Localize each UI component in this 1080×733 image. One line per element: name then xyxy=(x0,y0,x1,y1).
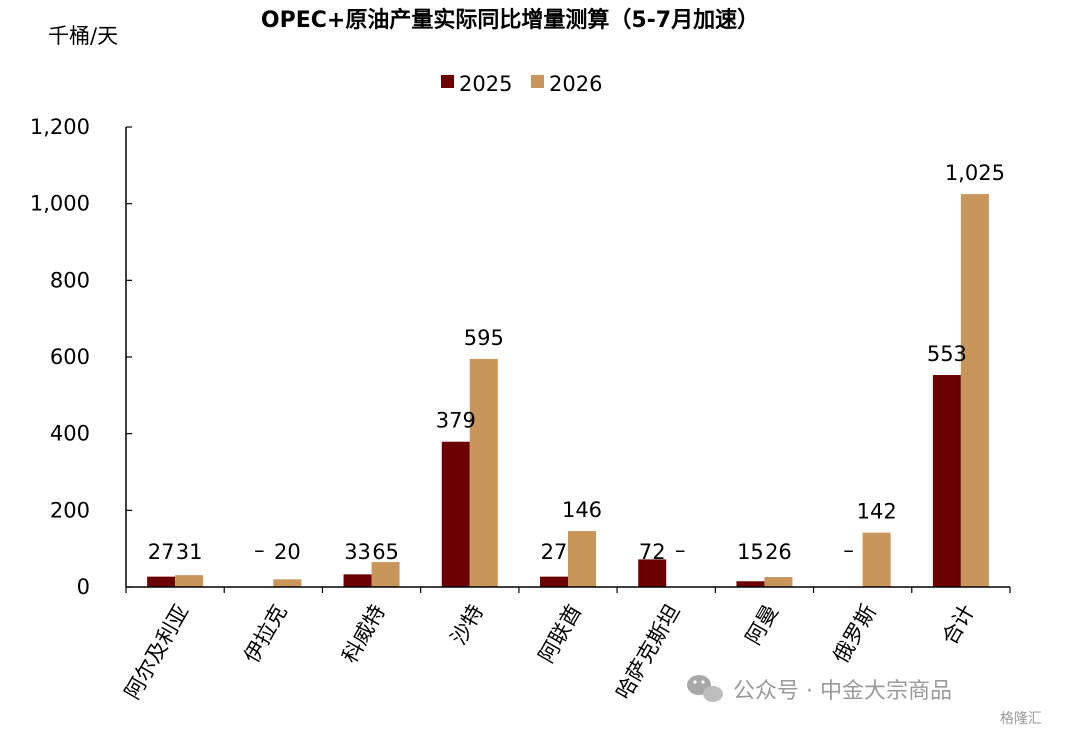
bar-2026 xyxy=(273,579,302,587)
bar-2025 xyxy=(932,375,961,587)
bar-2026 xyxy=(175,575,204,587)
y-axis-unit: 千桶/天 xyxy=(48,24,118,48)
data-label-2026: 20 xyxy=(274,540,301,564)
wechat-icon xyxy=(687,675,723,702)
x-category-label: 哈萨克斯坦 xyxy=(611,601,684,704)
y-tick-label: 1,000 xyxy=(30,192,90,216)
bar-2026 xyxy=(862,532,891,587)
data-label-2026: 65 xyxy=(372,540,399,564)
data-label-2026: 142 xyxy=(857,500,897,524)
legend-swatch-2025 xyxy=(441,75,454,88)
bar-2026 xyxy=(568,531,596,587)
watermark: 公众号 · 中金大宗商品 格隆汇 xyxy=(687,675,1042,727)
bar-2025 xyxy=(736,581,765,587)
data-label-2025: 27 xyxy=(148,540,175,564)
x-category-label: 沙特 xyxy=(446,601,488,649)
y-tick-label: 200 xyxy=(50,498,90,522)
data-label-2025: 15 xyxy=(737,540,764,564)
data-label-2026: 1,025 xyxy=(945,161,1005,185)
data-label-2026: 146 xyxy=(562,498,602,522)
legend-label-2025: 2025 xyxy=(459,72,512,96)
data-label-2025: 379 xyxy=(436,409,476,433)
data-label-2026: 595 xyxy=(464,326,504,350)
bar-2025 xyxy=(343,574,372,587)
y-tick-label: 1,200 xyxy=(30,115,90,139)
bar-2025 xyxy=(638,559,667,587)
watermark-corner-text: 格隆汇 xyxy=(1000,711,1042,727)
x-category-label: 合计 xyxy=(937,601,979,649)
bar-2026 xyxy=(469,358,498,587)
y-tick-label: 400 xyxy=(50,422,90,446)
x-category-label: 俄罗斯 xyxy=(829,601,881,668)
legend-swatch-2026 xyxy=(531,75,544,88)
x-category-label: 科威特 xyxy=(338,601,390,668)
data-label-2025: 72 xyxy=(639,540,666,564)
bar-2025 xyxy=(147,576,176,587)
x-category-label: 阿联酋 xyxy=(534,601,586,668)
data-label-2026: – xyxy=(675,538,686,562)
y-tick-label: 800 xyxy=(50,268,90,292)
x-category-label: 阿曼 xyxy=(741,601,783,649)
chart-title: OPEC+原油产量实际同比增量测算（5-7月加速） xyxy=(261,7,759,33)
data-label-2025: – xyxy=(254,538,265,562)
bar-2026 xyxy=(764,577,793,587)
bar-2025 xyxy=(441,441,470,587)
data-label-2025: 553 xyxy=(927,342,967,366)
bar-2026 xyxy=(960,194,989,588)
legend: 2025 2026 xyxy=(441,72,602,96)
bars xyxy=(147,194,989,588)
data-label-2026: 31 xyxy=(176,540,203,564)
bar-2025 xyxy=(540,576,568,587)
data-label-2026: 26 xyxy=(765,540,792,564)
y-axis: 0 200 400 600 800 1,000 1,200 xyxy=(30,115,132,599)
y-tick-label: 0 xyxy=(77,575,90,599)
y-tick-label: 600 xyxy=(50,345,90,369)
data-label-2025: 27 xyxy=(541,540,568,564)
data-label-2025: 33 xyxy=(344,540,371,564)
bar-2026 xyxy=(371,562,400,587)
x-category-label: 阿尔及利亚 xyxy=(120,601,193,704)
legend-label-2026: 2026 xyxy=(549,72,602,96)
data-label-2025: – xyxy=(843,538,854,562)
watermark-text: 公众号 · 中金大宗商品 xyxy=(733,679,952,704)
x-category-label: 伊拉克 xyxy=(239,601,291,668)
